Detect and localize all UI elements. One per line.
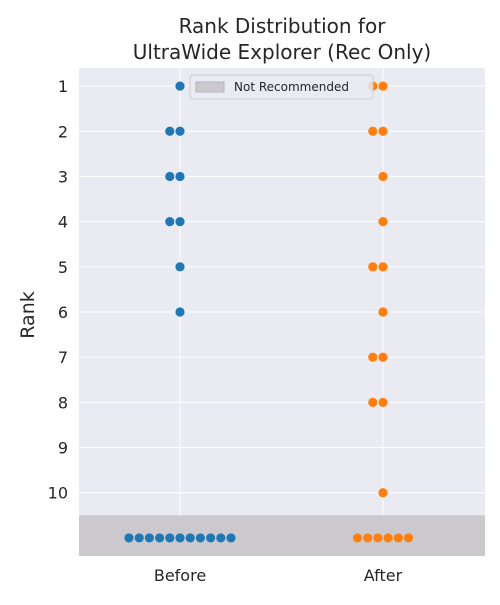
- legend-label-not-recommended: Not Recommended: [234, 80, 349, 94]
- point-after-rank-2: [378, 126, 388, 136]
- point-before-rank-2: [165, 126, 175, 136]
- point-before-rank-2: [175, 126, 185, 136]
- point-before-not-recommended: [155, 533, 165, 543]
- y-tick-label-6: 6: [58, 303, 68, 322]
- y-tick-label-7: 7: [58, 348, 68, 367]
- y-tick-label-9: 9: [58, 439, 68, 458]
- point-before-rank-4: [165, 217, 175, 227]
- point-before-not-recommended: [216, 533, 226, 543]
- point-after-rank-4: [378, 217, 388, 227]
- point-before-rank-3: [175, 171, 185, 182]
- point-before-rank-5: [175, 262, 185, 272]
- legend: Not Recommended: [189, 74, 374, 100]
- point-after-not-recommended: [363, 533, 373, 543]
- point-after-rank-8: [368, 397, 378, 407]
- point-before-rank-1: [175, 81, 185, 91]
- point-before-not-recommended: [206, 533, 216, 543]
- point-before-not-recommended: [226, 533, 236, 543]
- point-before-not-recommended: [185, 533, 195, 543]
- point-after-rank-8: [378, 397, 388, 407]
- point-after-not-recommended: [393, 533, 403, 543]
- point-before-not-recommended: [124, 533, 134, 543]
- y-tick-label-2: 2: [58, 122, 68, 141]
- point-before-rank-6: [175, 307, 185, 317]
- y-tick-label-10: 10: [48, 484, 68, 503]
- point-after-not-recommended: [383, 533, 393, 543]
- point-after-rank-5: [368, 262, 378, 272]
- point-before-not-recommended: [165, 533, 175, 543]
- chart-title-line-2: UltraWide Explorer (Rec Only): [133, 40, 431, 64]
- axis-ticks: 1 2 3 4 5 6 7 8 9 10 Before After: [48, 77, 403, 585]
- point-before-rank-3: [165, 171, 175, 182]
- x-tick-label-before: Before: [154, 566, 206, 585]
- legend-swatch-not-recommended: [195, 81, 225, 93]
- point-after-not-recommended: [403, 533, 414, 543]
- point-after-not-recommended: [373, 533, 383, 543]
- y-tick-label-5: 5: [58, 258, 68, 277]
- point-before-not-recommended: [175, 533, 185, 543]
- point-after-not-recommended: [352, 533, 363, 543]
- chart-title-line-1: Rank Distribution for: [179, 14, 387, 38]
- point-before-not-recommended: [144, 533, 154, 543]
- legend-box: [189, 74, 374, 100]
- x-tick-label-after: After: [364, 566, 403, 585]
- point-before-rank-4: [175, 217, 185, 227]
- y-tick-label-4: 4: [58, 213, 68, 232]
- y-axis-label: Rank: [17, 291, 39, 338]
- point-after-rank-7: [368, 352, 378, 362]
- point-after-rank-1: [378, 81, 388, 91]
- point-after-rank-2: [368, 126, 378, 136]
- point-before-not-recommended: [195, 533, 205, 543]
- point-after-rank-7: [378, 352, 388, 362]
- point-after-rank-3: [378, 171, 388, 182]
- point-after-rank-5: [378, 262, 388, 272]
- point-before-not-recommended: [134, 533, 144, 543]
- y-tick-label-8: 8: [58, 393, 68, 412]
- point-after-rank-10: [378, 488, 388, 498]
- y-tick-label-3: 3: [58, 167, 68, 186]
- point-after-rank-6: [378, 307, 388, 317]
- data-points: [124, 81, 414, 543]
- y-tick-label-1: 1: [58, 77, 68, 96]
